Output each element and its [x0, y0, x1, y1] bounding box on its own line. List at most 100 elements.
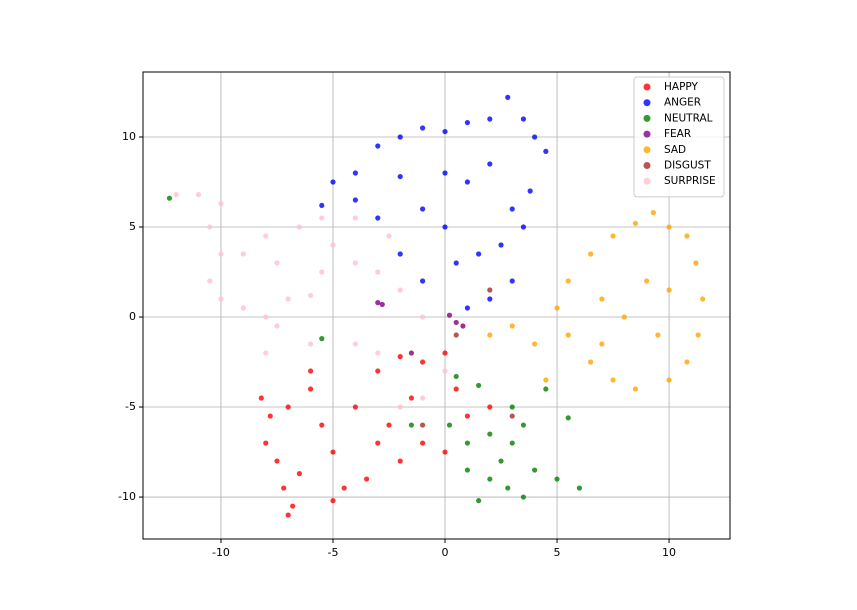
point	[442, 128, 448, 135]
point	[319, 336, 325, 342]
point	[173, 192, 179, 198]
point	[397, 458, 403, 464]
point	[442, 224, 448, 230]
point	[352, 341, 358, 347]
point	[442, 170, 448, 176]
point	[453, 260, 459, 266]
ticks-layer: -10 -5 0 5 10 -10 -5 0 5 10	[118, 130, 676, 559]
point	[218, 296, 224, 302]
point	[565, 332, 571, 338]
point	[296, 471, 302, 477]
point	[520, 422, 527, 428]
point	[352, 197, 358, 203]
point	[599, 296, 605, 302]
y-tick-label: 5	[129, 220, 136, 233]
point	[464, 179, 471, 185]
point	[408, 350, 415, 356]
point	[442, 449, 448, 455]
point	[599, 341, 605, 347]
point	[487, 116, 493, 122]
point	[532, 134, 538, 140]
point	[666, 224, 672, 230]
point	[543, 148, 549, 154]
point	[650, 210, 656, 216]
x-tick-label: 10	[662, 546, 676, 559]
point	[505, 94, 511, 100]
point	[632, 220, 639, 227]
point	[684, 359, 690, 365]
point	[505, 485, 511, 491]
point	[487, 404, 493, 410]
point	[319, 422, 325, 428]
point	[166, 195, 173, 201]
point	[527, 188, 533, 194]
point	[274, 260, 280, 266]
point	[274, 458, 280, 464]
point	[446, 312, 453, 318]
point	[464, 467, 471, 473]
point	[655, 332, 661, 338]
point	[285, 512, 291, 518]
point	[352, 404, 358, 410]
point	[319, 202, 325, 209]
point	[509, 440, 515, 446]
point	[397, 404, 403, 410]
legend-label: FEAR	[664, 128, 691, 140]
point	[420, 125, 426, 131]
point	[397, 287, 403, 293]
point	[386, 233, 392, 239]
point	[487, 161, 493, 167]
point	[375, 350, 381, 356]
point	[509, 323, 515, 329]
point	[258, 395, 264, 401]
point	[700, 296, 706, 302]
y-tick-label: -10	[118, 490, 136, 503]
point	[684, 233, 690, 239]
point	[263, 314, 269, 320]
point	[621, 314, 627, 320]
point	[460, 323, 466, 329]
legend-marker	[643, 99, 651, 107]
point	[375, 269, 381, 275]
point	[487, 332, 493, 338]
point	[420, 359, 426, 365]
point	[644, 278, 650, 284]
legend-label: ANGER	[664, 97, 701, 109]
point	[666, 377, 672, 383]
point	[207, 278, 213, 284]
point	[632, 386, 639, 392]
point	[565, 278, 571, 284]
point	[476, 382, 482, 389]
point	[330, 242, 336, 248]
point	[453, 373, 459, 380]
point	[420, 440, 426, 446]
point	[476, 498, 482, 504]
point	[263, 350, 269, 356]
point	[464, 413, 471, 419]
legend-marker	[643, 177, 651, 185]
legend-marker	[643, 162, 651, 169]
legend-label: DISGUST	[664, 160, 711, 172]
point	[487, 296, 493, 302]
legend-frame	[633, 76, 725, 198]
point	[330, 449, 336, 455]
points-layer	[166, 94, 706, 518]
point	[520, 224, 527, 230]
point	[281, 485, 287, 491]
point	[263, 233, 269, 239]
point	[397, 134, 403, 140]
point	[487, 287, 493, 293]
point	[695, 332, 701, 338]
point	[195, 192, 202, 198]
point	[476, 251, 482, 257]
legend-marker	[643, 83, 651, 91]
point	[464, 305, 471, 311]
point	[352, 215, 358, 221]
legend-marker	[643, 114, 651, 122]
point	[509, 278, 515, 284]
point	[520, 116, 527, 122]
point	[610, 377, 616, 383]
point	[375, 368, 381, 374]
y-tick-label: -5	[125, 400, 136, 413]
point	[397, 251, 403, 257]
